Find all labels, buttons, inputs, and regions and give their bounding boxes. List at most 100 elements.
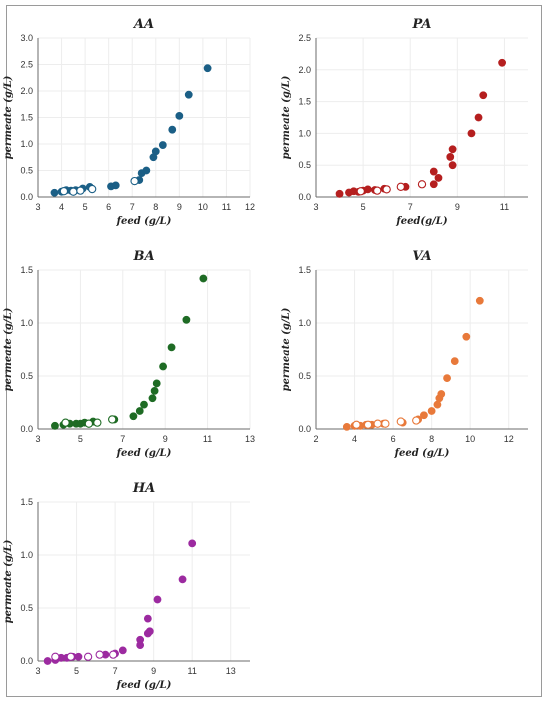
series-filled-ha <box>43 539 197 665</box>
x-tick-label: 13 <box>226 666 236 676</box>
y-tick-label: 0.5 <box>298 160 311 170</box>
data-point <box>342 422 351 431</box>
data-point-open <box>83 652 93 661</box>
data-point <box>450 357 459 366</box>
x-tick-label: 7 <box>130 202 135 212</box>
x-tick-label: 2 <box>313 434 318 444</box>
y-tick-label: 0.0 <box>298 424 311 434</box>
y-tick-label: 0.5 <box>298 371 311 381</box>
series-open-pa <box>356 180 427 196</box>
data-point-open <box>381 419 390 428</box>
data-point <box>443 374 451 383</box>
data-point <box>448 161 457 170</box>
data-point <box>475 296 484 305</box>
data-point <box>178 575 187 584</box>
series-filled-aa <box>50 64 212 197</box>
y-axis-label: permeate (g/L) <box>3 539 14 623</box>
data-point <box>437 390 446 398</box>
series-open-ha <box>51 650 118 661</box>
data-point-open <box>373 186 382 195</box>
data-point <box>150 386 159 395</box>
data-point-open <box>396 417 405 426</box>
data-point-open <box>66 652 75 661</box>
data-point <box>142 166 151 175</box>
x-tick-label: 10 <box>465 434 475 444</box>
x-tick-label: 11 <box>203 434 212 444</box>
data-point <box>446 153 455 161</box>
y-tick-label: 3.0 <box>20 33 33 43</box>
data-point <box>467 129 476 138</box>
y-tick-label: 1.5 <box>298 97 311 107</box>
data-point-open <box>412 416 421 425</box>
series-filled-va <box>342 296 484 431</box>
data-point <box>118 646 127 655</box>
x-tick-label: 5 <box>78 434 83 444</box>
data-point-open <box>363 420 373 429</box>
data-point <box>158 141 167 149</box>
data-point-open <box>382 185 391 194</box>
data-point-open <box>130 176 139 186</box>
y-tick-label: 1.5 <box>298 265 311 275</box>
y-axis-label: permeate (g/L) <box>281 75 292 159</box>
y-tick-label: 2.0 <box>20 86 33 96</box>
y-tick-label: 1.0 <box>298 128 311 138</box>
x-tick-label: 9 <box>455 202 460 212</box>
y-tick-label: 0.0 <box>298 192 311 202</box>
data-point <box>135 407 144 415</box>
y-tick-label: 1.0 <box>20 139 33 149</box>
data-point <box>462 332 471 341</box>
y-tick-label: 2.5 <box>20 60 33 70</box>
data-point-open <box>69 187 78 196</box>
data-point <box>51 421 59 430</box>
x-tick-label: 12 <box>245 202 255 212</box>
x-tick-label: 11 <box>500 202 509 212</box>
x-tick-label: 6 <box>106 202 111 212</box>
chart-title: AA <box>132 17 154 32</box>
x-axis-label: feed (g/L) <box>394 448 450 459</box>
data-point <box>167 343 176 352</box>
data-point <box>140 400 148 409</box>
chart-title: BA <box>132 249 154 264</box>
data-point <box>429 167 438 176</box>
data-point <box>129 412 138 421</box>
chart-title: HA <box>132 481 155 496</box>
data-point-open <box>61 418 70 427</box>
chart-panel-ha: 3 5 7 9 11 13 0.0 0.5 1.0 1.5 HA feed (g/L) permeate… <box>3 481 250 691</box>
y-tick-label: 0.5 <box>20 166 33 176</box>
y-tick-label: 1.0 <box>298 318 311 328</box>
data-point <box>479 91 488 100</box>
y-tick-label: 0.5 <box>20 371 33 381</box>
x-tick-label: 9 <box>177 202 182 212</box>
y-tick-label: 0.5 <box>20 603 33 613</box>
data-point-open <box>352 420 361 429</box>
data-point <box>153 595 162 604</box>
y-tick-label: 2.5 <box>298 33 311 43</box>
x-tick-label: 9 <box>163 434 168 444</box>
data-point <box>168 125 177 134</box>
data-point-open <box>95 650 104 659</box>
x-tick-label: 8 <box>429 434 434 444</box>
data-point <box>43 657 52 665</box>
data-point <box>159 362 167 371</box>
data-point <box>74 652 83 661</box>
data-point-open <box>93 418 102 427</box>
x-tick-label: 6 <box>391 434 396 444</box>
data-point <box>420 411 428 420</box>
data-point <box>335 189 344 198</box>
x-tick-label: 7 <box>408 202 413 212</box>
y-axis-label: permeate (g/L) <box>281 307 292 391</box>
data-point <box>151 147 160 156</box>
x-tick-label: 7 <box>113 666 118 676</box>
y-axis-label: permeate (g/L) <box>3 75 14 159</box>
data-point <box>203 64 212 73</box>
x-tick-label: 3 <box>35 666 40 676</box>
series-open-ba <box>61 415 117 428</box>
data-point-open <box>356 187 365 196</box>
x-tick-label: 5 <box>361 202 366 212</box>
x-tick-label: 11 <box>188 666 197 676</box>
x-tick-label: 7 <box>120 434 125 444</box>
y-tick-label: 1.0 <box>20 318 33 328</box>
x-tick-label: 13 <box>245 434 255 444</box>
data-point <box>427 407 436 415</box>
